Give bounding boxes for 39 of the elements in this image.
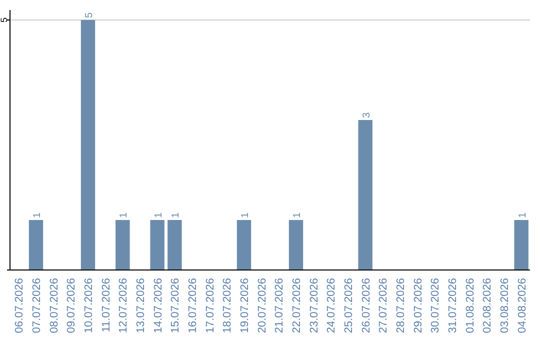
x-tick-label: 11.07.2026 [100,278,112,332]
x-tick-label: 24.07.2026 [326,278,338,334]
x-tick-label: 27.07.2026 [378,278,390,334]
x-tick-label: 30.07.2026 [430,278,442,334]
data-label: 5 [84,12,95,18]
x-tick-label: 14.07.2026 [152,278,164,334]
x-tick-label: 10.07.2026 [83,278,95,334]
x-tick-label: 21.07.2026 [274,278,286,334]
x-tick-label: 23.07.2026 [308,278,320,334]
data-label: 1 [170,212,182,218]
x-tick-label: 20.07.2026 [256,278,268,334]
data-label: 1 [118,212,130,218]
x-tick-label: 18.07.2026 [222,278,234,334]
x-tick-label: 29.07.2026 [412,278,424,334]
x-tick-label: 15.07.2026 [170,278,182,334]
x-tick-label: 13.07.2026 [135,278,147,334]
x-tick-label: 08.07.2026 [48,278,60,334]
x-tick-label: 31.07.2026 [447,278,459,334]
x-tick-label: 09.07.2026 [66,278,78,334]
x-tick-label: 19.07.2026 [239,278,251,334]
data-label: 1 [517,212,528,218]
x-tick-label: 04.08.2026 [516,278,528,334]
data-label: 1 [240,212,251,218]
x-tick-label: 02.08.2026 [482,278,494,334]
data-label: 3 [361,112,372,118]
data-label: 1 [32,212,43,218]
x-tick-label: 07.07.2026 [31,278,43,334]
x-tick-label: 25.07.2026 [343,278,355,334]
x-tick-label: 03.08.2026 [499,278,511,334]
x-tick-label: 06.07.2026 [14,278,26,334]
x-tick-label: 22.07.2026 [291,278,303,334]
x-tick-label: 17.07.2026 [204,278,216,334]
x-tick-label: 16.07.2026 [187,278,199,334]
data-label: 1 [153,212,164,218]
x-tick-label: 01.08.2026 [464,278,476,334]
x-tick-label: 26.07.2026 [360,278,372,334]
x-tick-label: 12.07.2026 [118,278,130,334]
data-label: 1 [292,212,303,218]
x-tick-label: 28.07.2026 [395,278,407,334]
